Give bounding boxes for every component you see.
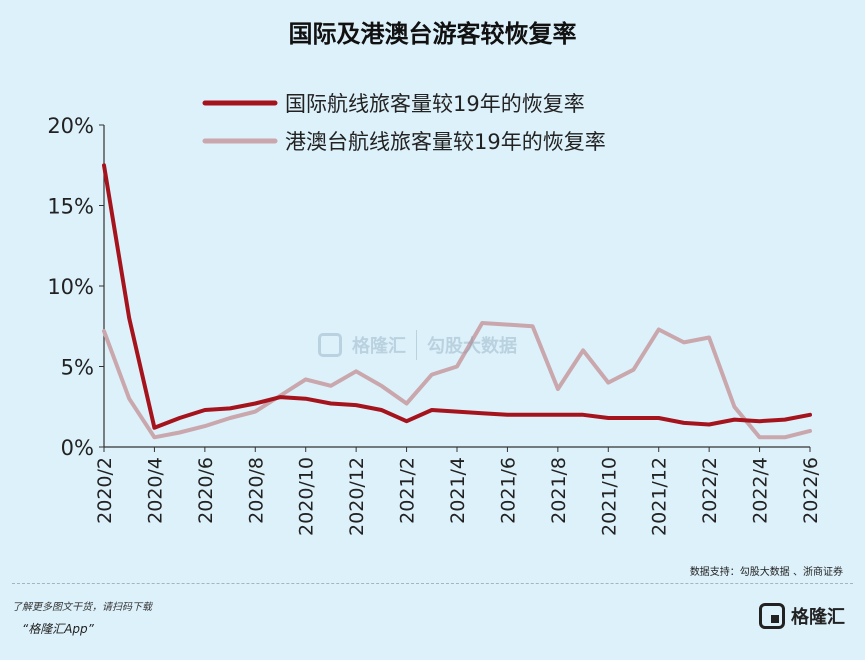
x-tick-label: 2022/6 (800, 457, 822, 524)
x-tick-label: 2020/10 (296, 457, 318, 536)
x-tick-label: 2022/2 (699, 457, 721, 524)
series-line (102, 321, 812, 440)
footer-logo: 格隆汇 (759, 603, 845, 629)
y-tick-label: 10% (47, 275, 94, 299)
legend-label: 港澳台航线旅客量较19年的恢复率 (285, 130, 606, 154)
y-tick-label: 15% (47, 195, 94, 219)
x-tick-label: 2020/4 (144, 457, 166, 524)
y-tick-label: 5% (61, 356, 94, 380)
x-tick-label: 2021/12 (649, 457, 671, 536)
series-line (102, 163, 812, 430)
y-tick-label: 20% (47, 114, 94, 138)
footer-divider (12, 583, 853, 584)
x-tick-label: 2021/2 (397, 457, 419, 524)
x-tick-label: 2022/4 (750, 457, 772, 524)
data-source: 数据支持：勾股大数据 、浙商证券 (689, 567, 843, 578)
line-chart: 0% 5% 10% 15% 20% 2020/2 2020/4 2020/6 2020/8 202… (47, 92, 822, 536)
x-tick-label: 2021/10 (598, 457, 620, 536)
legend-label: 国际航线旅客量较19年的恢复率 (285, 92, 585, 116)
footer-note: 了解更多图文干货，请扫码下载 (12, 602, 152, 613)
chart-title: 国际及港澳台游客较恢复率 (288, 20, 577, 48)
x-tick-label: 2020/12 (346, 457, 368, 536)
x-tick-label: 2021/4 (447, 457, 469, 524)
x-tick-label: 2020/6 (195, 457, 217, 524)
x-tick-label: 2020/2 (94, 457, 116, 524)
x-tick-label: 2021/6 (497, 457, 519, 524)
brand-logo-icon (759, 603, 785, 629)
x-tick-label: 2020/8 (245, 457, 267, 524)
brand-name: 格隆汇 (791, 607, 845, 628)
x-tick-label: 2021/8 (548, 457, 570, 524)
footer-app-name: “格隆汇App” (22, 622, 94, 636)
y-tick-label: 0% (61, 436, 94, 460)
